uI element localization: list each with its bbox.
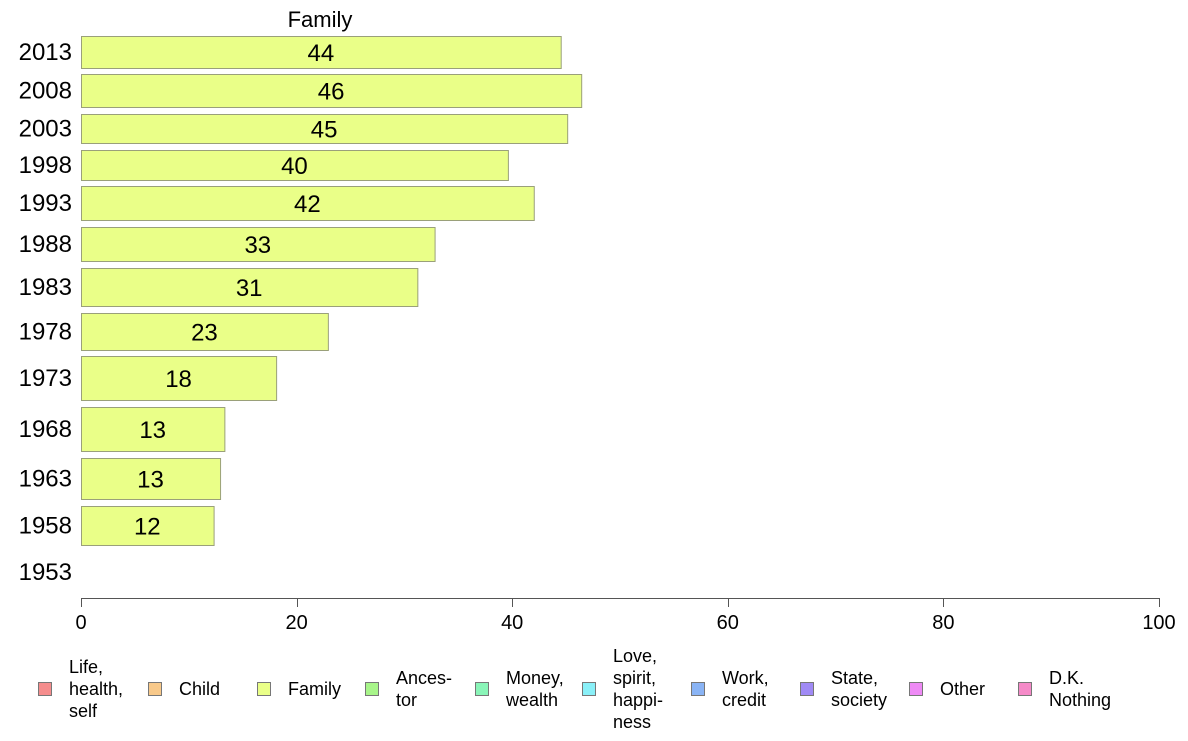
legend-item: Child — [148, 679, 220, 699]
legend-swatch — [582, 682, 596, 696]
bar-value-label: 23 — [191, 320, 218, 347]
year-label: 1993 — [19, 190, 72, 217]
legend-label: Love, spirit, happi-ness — [613, 646, 663, 732]
legend-item: Life, health, self — [38, 657, 123, 721]
bar-value-label: 12 — [134, 514, 161, 541]
year-label: 2003 — [19, 116, 72, 143]
year-label: 1973 — [19, 365, 72, 392]
chart-title: Family — [288, 7, 353, 32]
bar-value-label: 31 — [236, 275, 263, 302]
bar-2008 — [81, 74, 583, 108]
x-tick-label: 0 — [75, 612, 86, 634]
legend-label: Life, health, self — [69, 657, 123, 721]
bar-1963 — [81, 458, 222, 500]
legend: Life, health, self Child Family Ances-tor Mone… — [38, 646, 1111, 732]
legend-swatch — [365, 682, 379, 696]
legend-swatch — [800, 682, 814, 696]
year-labels: 2013 2008 2003 1998 1993 1988 1983 1978 1973 1968… — [19, 39, 72, 586]
legend-label: Family — [288, 679, 341, 699]
bar-value-label: 18 — [165, 366, 192, 393]
legend-label: Other — [940, 679, 985, 699]
x-tick-label: 40 — [501, 612, 523, 634]
x-axis: 0 20 40 60 80 100 — [75, 598, 1176, 634]
bar-1968 — [81, 407, 226, 452]
legend-item: Family — [257, 679, 341, 699]
legend-item: Work, credit — [691, 668, 769, 710]
x-tick-label: 80 — [932, 612, 954, 634]
year-label: 1968 — [19, 416, 72, 443]
legend-swatch — [691, 682, 705, 696]
legend-item: Money, wealth — [475, 668, 564, 710]
legend-item: Ances-tor — [365, 668, 452, 710]
legend-label: State, society — [831, 668, 887, 710]
legend-item: Love, spirit, happi-ness — [582, 646, 663, 732]
bar-1973 — [81, 356, 278, 401]
bar-value-label: 33 — [244, 232, 271, 259]
legend-swatch — [148, 682, 162, 696]
year-label: 1988 — [19, 231, 72, 258]
x-tick-label: 20 — [285, 612, 307, 634]
bar-1988 — [81, 227, 436, 262]
year-label: 1963 — [19, 466, 72, 493]
bar-value-label: 46 — [318, 79, 345, 106]
year-label: 1983 — [19, 274, 72, 301]
legend-label: Child — [179, 679, 220, 699]
bar-value-label: 40 — [281, 153, 308, 180]
bar-2013 — [81, 36, 562, 69]
bar-1983 — [81, 268, 419, 307]
bar-1998 — [81, 150, 509, 181]
legend-label: Work, credit — [722, 668, 769, 710]
bar-value-label: 44 — [308, 40, 335, 67]
year-label: 1978 — [19, 319, 72, 346]
legend-item: Other — [909, 679, 985, 699]
legend-swatch — [475, 682, 489, 696]
year-label: 2008 — [19, 78, 72, 105]
year-label: 1953 — [19, 559, 72, 586]
year-label: 2013 — [19, 39, 72, 66]
bar-2003 — [81, 114, 569, 144]
x-tick-label: 100 — [1142, 612, 1175, 634]
x-tick-label: 60 — [717, 612, 739, 634]
legend-label: D.K. Nothing — [1049, 668, 1111, 710]
bar-value-label: 13 — [137, 467, 164, 494]
bar-1993 — [81, 186, 535, 221]
bar-value-label: 45 — [311, 117, 338, 144]
legend-item: D.K. Nothing — [1018, 668, 1111, 710]
legend-item: State, society — [800, 668, 887, 710]
legend-label: Ances-tor — [396, 668, 452, 710]
bar-value-label: 42 — [294, 191, 321, 218]
bar-value-label: 13 — [139, 417, 166, 444]
bar-1958 — [81, 506, 215, 546]
legend-swatch — [257, 682, 271, 696]
legend-swatch — [1018, 682, 1032, 696]
year-label: 1958 — [19, 513, 72, 540]
legend-swatch — [38, 682, 52, 696]
bar-1978 — [81, 313, 329, 351]
legend-swatch — [909, 682, 923, 696]
year-label: 1998 — [19, 152, 72, 179]
legend-label: Money, wealth — [505, 668, 564, 710]
